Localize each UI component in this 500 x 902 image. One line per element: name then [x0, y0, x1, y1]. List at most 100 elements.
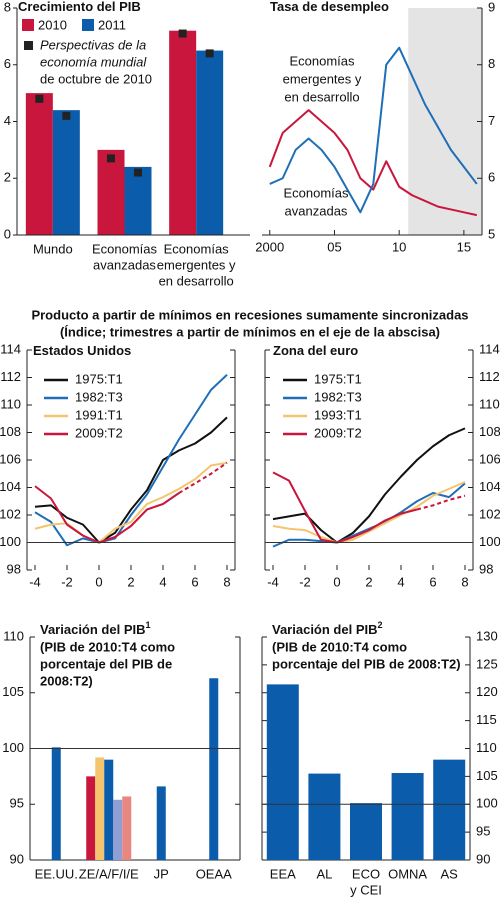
chart-subtitle: porcentaje del PIB de 2008:T2)	[272, 656, 461, 671]
bar	[391, 773, 424, 860]
bar	[86, 776, 96, 860]
bar	[156, 786, 166, 860]
series-label: en desarrollo	[284, 89, 359, 104]
x-tick-label: Mundo	[33, 241, 73, 256]
legend-label: economía mundial	[40, 54, 147, 69]
forecast-marker	[178, 29, 187, 38]
x-tick-label: Economías	[164, 241, 230, 256]
y-tick-label: 110	[476, 740, 497, 755]
y-tick-label: 8	[4, 0, 11, 14]
bar	[97, 149, 125, 235]
legend-label: 1991:T1	[75, 407, 123, 422]
y-tick-label: 102	[479, 506, 500, 521]
legend-label: 2009:T2	[75, 425, 123, 440]
y-tick-label: 90	[10, 851, 24, 866]
y-tick-label: 115	[476, 712, 497, 727]
x-tick-label: 0	[333, 574, 340, 589]
bar	[104, 759, 114, 860]
series-line	[272, 427, 466, 544]
y-tick-label: 6	[488, 170, 495, 185]
x-tick-label: -4	[29, 574, 41, 589]
series-line	[34, 416, 228, 544]
series-line	[269, 46, 478, 214]
series-line	[268, 109, 478, 217]
y-tick-label: 0	[4, 226, 11, 241]
x-tick-label: avanzadas	[93, 257, 156, 272]
y-tick-label: 114	[479, 341, 500, 356]
x-tick-label: 2	[365, 574, 372, 589]
x-tick-label: 0	[95, 574, 102, 589]
series-line	[272, 481, 466, 544]
bar	[122, 796, 132, 860]
bar	[266, 684, 299, 860]
y-tick-label: 9	[488, 0, 495, 14]
x-tick-label: OMNA	[388, 866, 427, 881]
y-tick-label: 8	[488, 56, 495, 71]
y-tick-label: 95	[476, 824, 490, 839]
x-tick-label: Economías	[92, 241, 158, 256]
chart-subtitle: (PIB de 2010:T4 como	[272, 639, 407, 654]
y-tick-label: 125	[476, 656, 498, 671]
legend-swatch	[22, 19, 34, 31]
series-label: emergentes y	[283, 71, 362, 86]
title-text: Tasa de desempleo	[270, 0, 389, 14]
legend-label: 2009:T2	[314, 425, 362, 440]
y-tick-label: 6	[4, 56, 11, 71]
legend-label: 1982:T3	[75, 389, 123, 404]
chart-subtitle: (PIB de 2010:T4 como	[40, 639, 175, 654]
y-tick-label: 110	[479, 396, 500, 411]
y-tick-label: 4	[4, 113, 11, 128]
series-line	[34, 374, 228, 547]
chart-subtitle: porcentaje del PIB de	[40, 656, 172, 671]
x-tick-label: 6	[429, 574, 436, 589]
x-tick-label: 8	[223, 574, 230, 589]
bar	[25, 93, 53, 235]
legend-label: de octubre de 2010	[40, 71, 152, 86]
chart-title: Crecimiento del PIB	[18, 0, 141, 14]
bar	[113, 799, 123, 860]
title-text: Crecimiento del PIB	[18, 0, 141, 14]
x-tick-label: 15	[457, 239, 471, 254]
bar	[433, 759, 466, 860]
forecast-marker	[134, 168, 142, 177]
series-label: Economías	[283, 185, 349, 200]
x-tick-label: OEAA	[196, 866, 232, 881]
forecast-marker	[205, 49, 214, 58]
bar	[169, 30, 197, 236]
x-tick-label: 2	[127, 574, 134, 589]
y-tick-label: 98	[7, 561, 21, 576]
x-tick-label: JP	[154, 866, 169, 881]
chart-title: Variación del PIB1	[40, 620, 151, 637]
y-tick-label: 100	[2, 740, 24, 755]
x-tick-label: 8	[461, 574, 468, 589]
x-tick-label: 4	[397, 574, 404, 589]
series-label: Economías	[289, 53, 355, 68]
x-tick-label: 4	[159, 574, 166, 589]
x-tick-label: emergentes y	[157, 257, 236, 272]
y-tick-label: 100	[476, 796, 498, 811]
series-line	[34, 485, 180, 544]
y-tick-label: 104	[0, 479, 21, 494]
x-tick-label: -4	[267, 574, 279, 589]
chart-title: Zona del euro	[273, 343, 358, 358]
y-tick-label: 130	[476, 628, 498, 643]
forecast-marker	[62, 111, 71, 120]
x-tick-label: en desarrollo	[159, 273, 234, 288]
bar	[196, 50, 224, 235]
x-tick-label: -2	[61, 574, 73, 589]
legend-marker	[24, 41, 33, 50]
y-tick-label: 102	[0, 506, 21, 521]
y-tick-label: 106	[0, 451, 21, 466]
legend-label: 2011	[98, 17, 126, 32]
y-tick-label: 2	[4, 170, 11, 185]
y-tick-label: 100	[479, 534, 500, 549]
bar	[308, 773, 341, 860]
y-tick-label: 110	[0, 396, 21, 411]
section-heading: Producto a partir de mínimos en recesion…	[31, 307, 468, 322]
bar	[350, 803, 382, 860]
legend-label: Perspectivas de la	[40, 37, 146, 52]
series-line	[178, 461, 228, 494]
bar	[51, 747, 61, 860]
y-tick-label: 7	[488, 113, 495, 128]
x-tick-label: ZE/A/F/I/E	[79, 866, 139, 881]
